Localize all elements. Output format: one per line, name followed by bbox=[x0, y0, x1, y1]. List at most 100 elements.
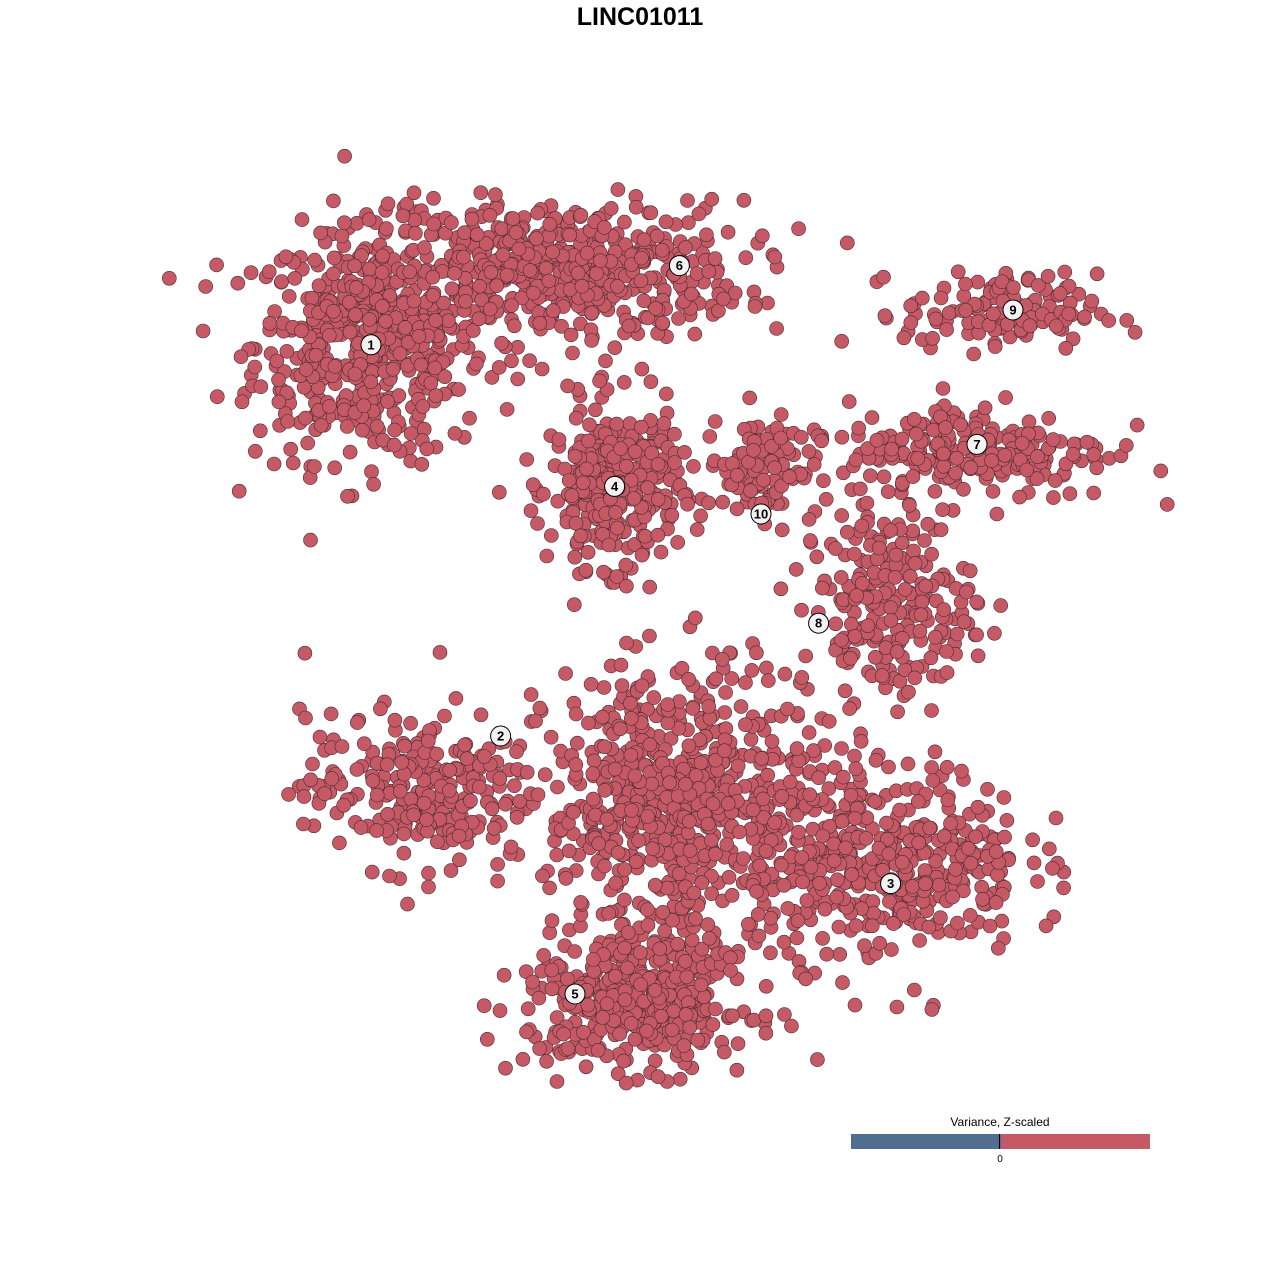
cell-point bbox=[881, 846, 897, 862]
cell-point bbox=[262, 315, 278, 331]
cell-point bbox=[415, 399, 431, 414]
cell-point bbox=[348, 307, 363, 323]
cluster-label-badge bbox=[880, 873, 902, 895]
cell-point bbox=[883, 612, 899, 628]
cell-point bbox=[896, 330, 912, 346]
cell-point bbox=[905, 879, 920, 894]
cell-point bbox=[568, 757, 584, 772]
cell-point bbox=[1022, 318, 1038, 334]
cell-point bbox=[815, 828, 831, 844]
cell-point bbox=[819, 946, 835, 962]
cell-point bbox=[342, 324, 358, 340]
cell-point bbox=[610, 279, 625, 294]
cell-point bbox=[742, 390, 758, 406]
cell-point bbox=[678, 240, 693, 255]
cell-point bbox=[727, 285, 743, 301]
cell-point bbox=[542, 925, 558, 941]
cell-point bbox=[613, 657, 629, 673]
cell-point bbox=[658, 386, 674, 402]
cell-point bbox=[902, 568, 918, 584]
cell-point bbox=[729, 1062, 745, 1078]
cell-point bbox=[777, 1007, 792, 1022]
cell-point bbox=[640, 917, 656, 933]
cell-point bbox=[617, 214, 632, 230]
cell-point bbox=[266, 456, 282, 472]
cell-point bbox=[1119, 313, 1135, 328]
cell-point bbox=[730, 1036, 746, 1051]
cell-point bbox=[763, 945, 778, 961]
cell-point bbox=[677, 953, 693, 969]
cell-point bbox=[830, 872, 845, 888]
cell-point bbox=[674, 660, 690, 676]
cell-point bbox=[619, 458, 634, 474]
cell-point bbox=[414, 456, 430, 472]
cell-point bbox=[990, 867, 1005, 883]
cell-point bbox=[634, 250, 649, 266]
cell-point bbox=[928, 311, 944, 327]
cell-point bbox=[815, 931, 830, 946]
cell-point bbox=[890, 704, 905, 720]
cell-point bbox=[666, 1003, 681, 1019]
cell-point bbox=[729, 467, 745, 483]
cell-point bbox=[1047, 473, 1063, 488]
cell-point bbox=[324, 771, 340, 786]
cell-point bbox=[924, 703, 939, 718]
cell-point bbox=[526, 285, 541, 301]
cell-point bbox=[968, 829, 983, 845]
cell-point bbox=[643, 374, 659, 390]
cell-point bbox=[758, 1025, 774, 1041]
cell-point bbox=[523, 687, 539, 702]
cell-point bbox=[591, 836, 607, 852]
cell-point bbox=[322, 399, 337, 414]
cell-point bbox=[767, 249, 783, 265]
cell-point bbox=[639, 1023, 654, 1039]
cell-point bbox=[313, 225, 328, 241]
cell-point bbox=[348, 280, 364, 295]
cell-point bbox=[1089, 460, 1104, 476]
cell-point bbox=[649, 228, 665, 244]
cell-point bbox=[578, 1059, 594, 1075]
cell-point bbox=[848, 761, 864, 776]
cell-point bbox=[681, 671, 696, 687]
cell-point bbox=[780, 901, 796, 916]
cell-point bbox=[665, 912, 680, 928]
cell-point bbox=[528, 231, 544, 246]
cell-point bbox=[721, 869, 737, 885]
cell-point bbox=[1038, 918, 1054, 934]
cell-point bbox=[580, 544, 596, 560]
cell-point bbox=[812, 876, 827, 891]
cell-point bbox=[759, 660, 774, 676]
cell-point bbox=[332, 835, 347, 851]
cell-point bbox=[581, 715, 596, 731]
cell-point bbox=[708, 846, 723, 862]
cell-point bbox=[833, 570, 849, 585]
cell-point bbox=[782, 469, 797, 485]
cell-point bbox=[953, 417, 968, 433]
cell-point bbox=[391, 388, 407, 403]
cell-point bbox=[736, 193, 752, 208]
cell-point bbox=[719, 837, 735, 852]
cell-point bbox=[504, 353, 519, 369]
cell-point bbox=[962, 908, 978, 923]
cell-point bbox=[425, 269, 441, 285]
cell-point bbox=[962, 563, 978, 579]
cell-point bbox=[545, 303, 561, 319]
cell-point bbox=[592, 373, 607, 389]
cell-point bbox=[1025, 832, 1040, 848]
cell-point bbox=[699, 227, 714, 243]
cell-point bbox=[708, 671, 724, 687]
cell-point bbox=[640, 480, 655, 496]
cell-point bbox=[729, 501, 745, 517]
cell-point bbox=[725, 1008, 740, 1024]
cell-point bbox=[530, 516, 545, 531]
cell-point bbox=[943, 816, 958, 831]
cell-point bbox=[702, 429, 718, 444]
cell-point bbox=[1101, 450, 1117, 466]
cell-point bbox=[789, 741, 805, 756]
cell-point bbox=[558, 871, 574, 886]
cell-point bbox=[774, 789, 790, 804]
cell-point bbox=[905, 523, 921, 539]
cell-point bbox=[754, 751, 770, 766]
cell-point bbox=[788, 562, 804, 577]
cell-point bbox=[794, 602, 809, 618]
